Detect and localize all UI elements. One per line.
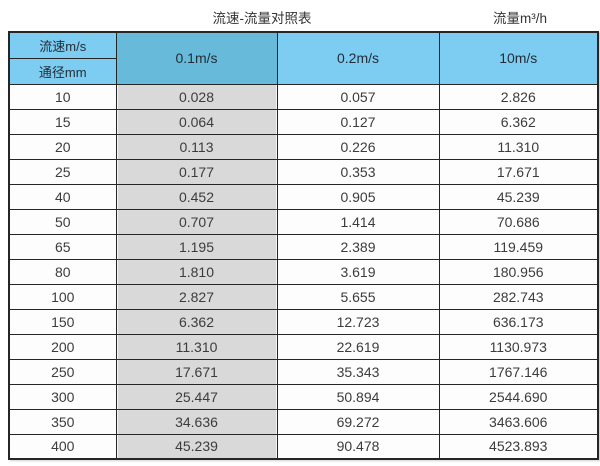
flow-value-cell: 0.353 — [276, 158, 440, 185]
table-row: 20 0.113 0.226 11.310 — [8, 133, 599, 160]
flow-value-cell: 1.414 — [276, 208, 440, 235]
table-row: 300 25.447 50.894 2544.690 — [8, 383, 599, 410]
table-row: 15 0.064 0.127 6.362 — [8, 108, 599, 135]
flow-value-cell: 1.810 — [115, 258, 278, 285]
table-row: 400 45.239 90.478 4523.893 — [8, 433, 599, 460]
flow-value-cell: 180.956 — [438, 258, 599, 285]
flow-value-cell: 0.064 — [115, 108, 278, 135]
diameter-cell: 80 — [8, 258, 117, 285]
diameter-cell: 25 — [8, 158, 117, 185]
flow-value-cell: 1767.146 — [438, 358, 599, 385]
flow-value-cell: 22.619 — [276, 333, 440, 360]
table-body: 10 0.028 0.057 2.826 15 0.064 0.127 6.362 20 0.11… — [8, 83, 599, 460]
flow-value-cell: 0.226 — [276, 133, 440, 160]
table-row: 80 1.810 3.619 180.956 — [8, 258, 599, 285]
table-row: 40 0.452 0.905 45.239 — [8, 183, 599, 210]
flow-value-cell: 50.894 — [276, 383, 440, 410]
table-row: 200 11.310 22.619 1130.973 — [8, 333, 599, 360]
table-row: 100 2.827 5.655 282.743 — [8, 283, 599, 310]
flow-unit-label: 流量m³/h — [493, 11, 547, 26]
diameter-cell: 100 — [8, 283, 117, 310]
diameter-cell: 300 — [8, 383, 117, 410]
table-row: 10 0.028 0.057 2.826 — [8, 83, 599, 110]
flow-value-cell: 69.272 — [276, 408, 440, 435]
flow-value-cell: 0.707 — [115, 208, 278, 235]
table-row: 50 0.707 1.414 70.686 — [8, 208, 599, 235]
flow-value-cell: 0.057 — [276, 83, 440, 110]
diameter-cell: 150 — [8, 308, 117, 335]
header-row-diameter: 通径mm — [8, 57, 598, 85]
diameter-cell: 15 — [8, 108, 117, 135]
flow-value-cell: 2.827 — [115, 283, 278, 310]
flow-rate-table: 流速m/s 0.1m/s 0.2m/s 10m/s 通径mm 10 0.028 0.… — [8, 31, 599, 460]
corner-velocity-label: 流速m/s — [8, 31, 117, 59]
velocity-column-header-0-1: 0.1m/s — [115, 31, 278, 85]
flow-value-cell: 1.195 — [115, 233, 278, 260]
flow-value-cell: 0.452 — [115, 183, 278, 210]
flow-value-cell: 4523.893 — [438, 433, 599, 460]
flow-value-cell: 2544.690 — [438, 383, 599, 410]
diameter-cell: 20 — [8, 133, 117, 160]
flow-value-cell: 70.686 — [438, 208, 599, 235]
diameter-cell: 65 — [8, 233, 117, 260]
flow-value-cell: 2.826 — [438, 83, 599, 110]
diameter-cell: 400 — [8, 433, 117, 460]
velocity-column-header-0-2: 0.2m/s — [276, 31, 440, 85]
flow-value-cell: 11.310 — [115, 333, 278, 360]
flow-value-cell: 0.127 — [276, 108, 440, 135]
diameter-cell: 50 — [8, 208, 117, 235]
flow-value-cell: 0.028 — [115, 83, 278, 110]
flow-value-cell: 12.723 — [276, 308, 440, 335]
flow-value-cell: 6.362 — [115, 308, 278, 335]
flow-value-cell: 0.177 — [115, 158, 278, 185]
flow-value-cell: 0.113 — [115, 133, 278, 160]
flow-value-cell: 2.389 — [276, 233, 440, 260]
flow-value-cell: 35.343 — [276, 358, 440, 385]
table-row: 25 0.177 0.353 17.671 — [8, 158, 599, 185]
flow-value-cell: 90.478 — [276, 433, 440, 460]
flow-value-cell: 3.619 — [276, 258, 440, 285]
table-row: 65 1.195 2.389 119.459 — [8, 233, 599, 260]
flow-value-cell: 119.459 — [438, 233, 599, 260]
flow-value-cell: 1130.973 — [438, 333, 599, 360]
flow-value-cell: 6.362 — [438, 108, 599, 135]
table-row: 250 17.671 35.343 1767.146 — [8, 358, 599, 385]
velocity-column-header-10: 10m/s — [438, 31, 599, 85]
header-row-velocity: 流速m/s 0.1m/s 0.2m/s 10m/s — [8, 31, 599, 85]
flow-value-cell: 636.173 — [438, 308, 599, 335]
flow-value-cell: 17.671 — [438, 158, 599, 185]
flow-value-cell: 45.239 — [115, 433, 278, 460]
flow-value-cell: 5.655 — [276, 283, 440, 310]
table-row: 150 6.362 12.723 636.173 — [8, 308, 599, 335]
diameter-cell: 40 — [8, 183, 117, 210]
corner-diameter-label: 通径mm — [8, 57, 117, 85]
diameter-cell: 200 — [8, 333, 117, 360]
flow-value-cell: 17.671 — [115, 358, 278, 385]
flow-value-cell: 45.239 — [438, 183, 599, 210]
flow-value-cell: 34.636 — [115, 408, 278, 435]
diameter-cell: 350 — [8, 408, 117, 435]
diameter-cell: 250 — [8, 358, 117, 385]
flow-value-cell: 3463.606 — [438, 408, 599, 435]
flow-value-cell: 11.310 — [438, 133, 599, 160]
flow-value-cell: 0.905 — [276, 183, 440, 210]
flow-value-cell: 25.447 — [115, 383, 278, 410]
diameter-cell: 10 — [8, 83, 117, 110]
flow-value-cell: 282.743 — [438, 283, 599, 310]
table-row: 350 34.636 69.272 3463.606 — [8, 408, 599, 435]
table-title: 流速-流量对照表 — [212, 11, 312, 26]
